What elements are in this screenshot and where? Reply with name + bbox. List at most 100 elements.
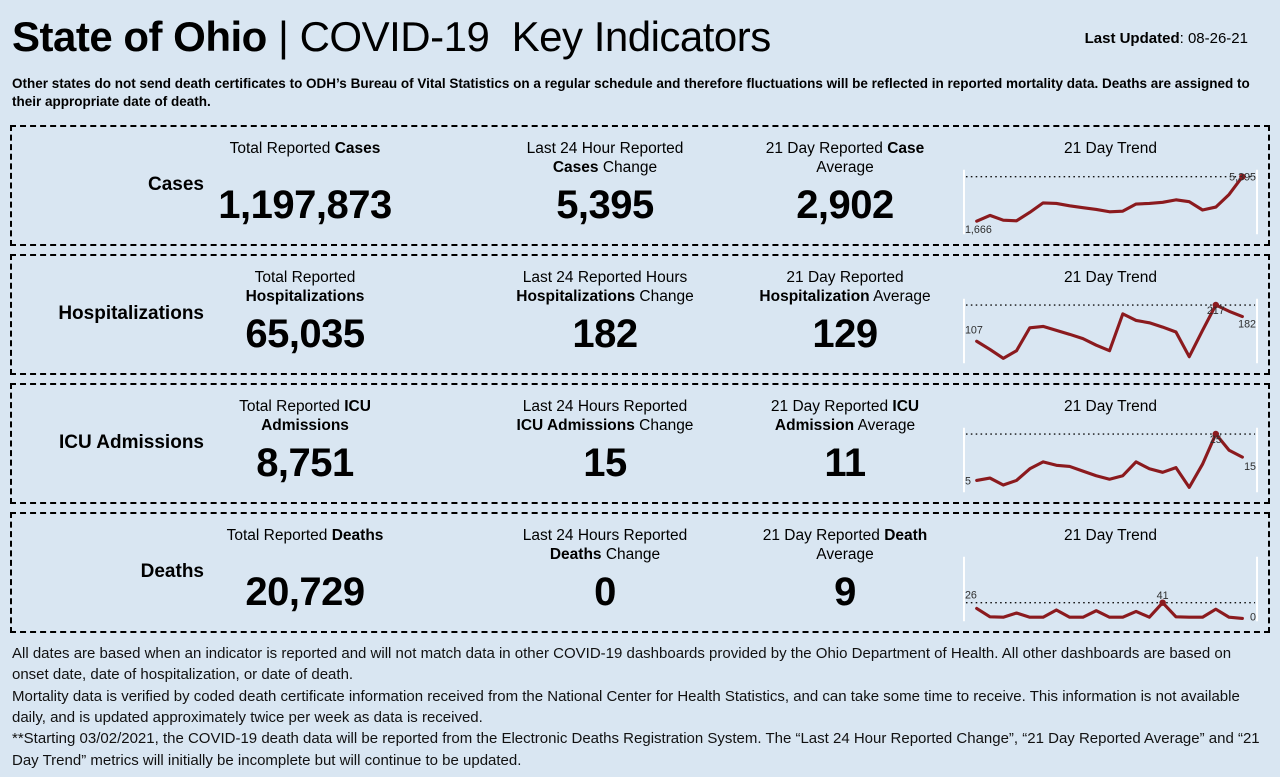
indicator-card-icu-admissions: ICU Admissions Total Reported ICU Admiss… [10, 382, 1270, 504]
stat-header-bold: Hospitalizations [245, 288, 365, 306]
stat-header-prefix: Total Reported [229, 139, 335, 157]
stat-value: 2,902 [796, 182, 894, 227]
stat-total-icu: Total Reported ICU Admissions 8,751 [189, 397, 421, 483]
stat-header: 21 Day Reported Case Average [755, 139, 935, 179]
stat-header-suffix: Average [816, 546, 874, 564]
stat-total-deaths: Total Reported Deaths 20,729 [189, 526, 421, 612]
stat-header-suffix: Change [601, 546, 661, 564]
stat-value: 15 [583, 440, 627, 485]
stat-header-prefix: Last 24 Hours Reported [522, 397, 688, 415]
stat-header-prefix: 21 Day Reported [765, 139, 888, 157]
stat-header-bold: Deaths [331, 526, 384, 544]
stat-header-bold: ICU Admissions [261, 397, 371, 435]
stat-header-bold: ICU Admission [774, 397, 920, 435]
trend-title: 21 Day Trend [1063, 139, 1158, 157]
trend-sparkline-hospitalizations: 107 217 182 [963, 298, 1258, 364]
stat-header: Total Reported Hospitalizations [215, 268, 395, 308]
svg-text:15: 15 [1244, 461, 1256, 473]
trend-title: 21 Day Trend [1063, 268, 1158, 286]
svg-text:217: 217 [1207, 305, 1225, 317]
stat-header-prefix: Total Reported [226, 526, 332, 544]
stat-header-prefix: 21 Day Reported [762, 526, 885, 544]
stat-header-bold: Deaths [549, 546, 602, 564]
stat-header-suffix: Average [869, 288, 931, 306]
svg-text:5,395: 5,395 [1229, 172, 1256, 184]
indicator-card-deaths: Deaths Total Reported Deaths 20,729 Last… [10, 511, 1270, 633]
stat-24h-hospitalizations: Last 24 Reported Hours Hospitalizations … [489, 268, 721, 354]
header: State of Ohio | COVID-19 Key Indicators … [10, 8, 1270, 60]
stat-header-prefix: Last 24 Reported Hours [522, 268, 688, 286]
stat-header-suffix: Average [854, 417, 916, 435]
stat-value: 11 [824, 440, 866, 485]
stat-header-bold: Cases [552, 159, 599, 177]
stat-value: 182 [572, 311, 638, 356]
stat-header-suffix: Change [635, 288, 694, 306]
stat-header: Total Reported ICU Admissions [215, 397, 395, 437]
stat-value: 1,197,873 [218, 182, 392, 227]
stat-header-bold: Hospitalizations [516, 288, 636, 306]
row-label-cases: Cases [148, 174, 204, 196]
stat-header: Last 24 Hours Reported Deaths Change [515, 526, 695, 566]
stat-header-prefix: Last 24 Hours Reported [522, 526, 688, 544]
trend-sparkline-cases: 1,666 5,395 [963, 169, 1258, 236]
trend-sparkline-icu-admissions: 5 25 15 [963, 427, 1258, 493]
svg-text:25: 25 [1210, 434, 1222, 446]
mortality-notice: Other states do not send death certifica… [12, 76, 1250, 110]
stat-header-bold: Cases [334, 139, 381, 157]
stat-header: 21 Day Reported Death Average [755, 526, 935, 566]
stat-value: 8,751 [256, 440, 354, 485]
stat-header: Last 24 Reported Hours Hospitalizations … [515, 268, 695, 308]
stat-header-prefix: Last 24 Hour Reported [526, 139, 684, 157]
stat-total-hospitalizations: Total Reported Hospitalizations 65,035 [189, 268, 421, 354]
stat-21day-avg-cases: 21 Day Reported Case Average 2,902 [729, 139, 961, 225]
svg-text:107: 107 [965, 325, 983, 337]
stat-value: 0 [594, 569, 616, 614]
stat-header-suffix: Change [634, 417, 694, 435]
stat-value: 20,729 [245, 569, 365, 614]
stat-header: Total Reported Deaths [215, 526, 395, 566]
stat-24h-cases: Last 24 Hour Reported Cases Change 5,395 [489, 139, 721, 225]
trend-title: 21 Day Trend [1063, 526, 1158, 544]
stat-value: 129 [812, 311, 878, 356]
stat-header-bold: Death [884, 526, 928, 544]
svg-text:41: 41 [1157, 590, 1169, 602]
stat-value: 5,395 [556, 182, 654, 227]
stat-header-prefix: Total Reported [239, 397, 345, 415]
stat-total-cases: Total Reported Cases 1,197,873 [189, 139, 421, 225]
page-title: State of Ohio | COVID-19 Key Indicators [12, 13, 771, 60]
page-title-state: State of Ohio [12, 13, 267, 60]
trend-cases: 21 Day Trend 1,666 5,395 [963, 139, 1258, 238]
trend-hospitalizations: 21 Day Trend 107 217 182 [963, 268, 1258, 367]
row-label-icu-admissions: ICU Admissions [59, 432, 204, 454]
stat-header: Last 24 Hour Reported Cases Change [515, 139, 695, 179]
page-title-subtitle: | COVID-19 Key Indicators [266, 13, 771, 60]
stat-24h-deaths: Last 24 Hours Reported Deaths Change 0 [489, 526, 721, 612]
stat-21day-avg-hospitalizations: 21 Day Reported Hospitalization Average … [729, 268, 961, 354]
indicator-card-cases: Cases Total Reported Cases 1,197,873 Las… [10, 124, 1270, 246]
stat-value: 9 [834, 569, 856, 614]
trend-icu-admissions: 21 Day Trend 5 25 15 [963, 397, 1258, 496]
stat-header: Last 24 Hours Reported ICU Admissions Ch… [515, 397, 695, 437]
svg-text:5: 5 [965, 475, 971, 487]
footnotes: All dates are based when an indicator is… [12, 643, 1268, 772]
stat-21day-avg-deaths: 21 Day Reported Death Average 9 [729, 526, 961, 612]
svg-text:1,666: 1,666 [965, 224, 992, 236]
trend-deaths: 21 Day Trend 26 41 0 [963, 526, 1258, 625]
last-updated-label: Last Updated [1084, 30, 1180, 47]
stat-24h-icu: Last 24 Hours Reported ICU Admissions Ch… [489, 397, 721, 483]
svg-text:0: 0 [1250, 611, 1256, 623]
stat-header-bold: Case [887, 139, 925, 157]
stat-header: Total Reported Cases [215, 139, 395, 179]
stat-header-suffix: Change [598, 159, 658, 177]
svg-text:26: 26 [965, 590, 977, 602]
stat-header-prefix: Total Reported [254, 268, 356, 286]
last-updated: Last Updated: 08-26-21 [1085, 30, 1248, 47]
stat-header-prefix: 21 Day Reported [770, 397, 893, 415]
stat-header-bold: Hospitalization [759, 288, 870, 306]
stat-header: 21 Day Reported ICU Admission Average [755, 397, 935, 437]
stat-header-bold: ICU Admissions [516, 417, 635, 435]
svg-text:182: 182 [1238, 318, 1256, 330]
stat-21day-avg-icu: 21 Day Reported ICU Admission Average 11 [729, 397, 961, 483]
row-label-deaths: Deaths [140, 561, 204, 583]
footnote-dates: All dates are based when an indicator is… [12, 644, 1232, 684]
